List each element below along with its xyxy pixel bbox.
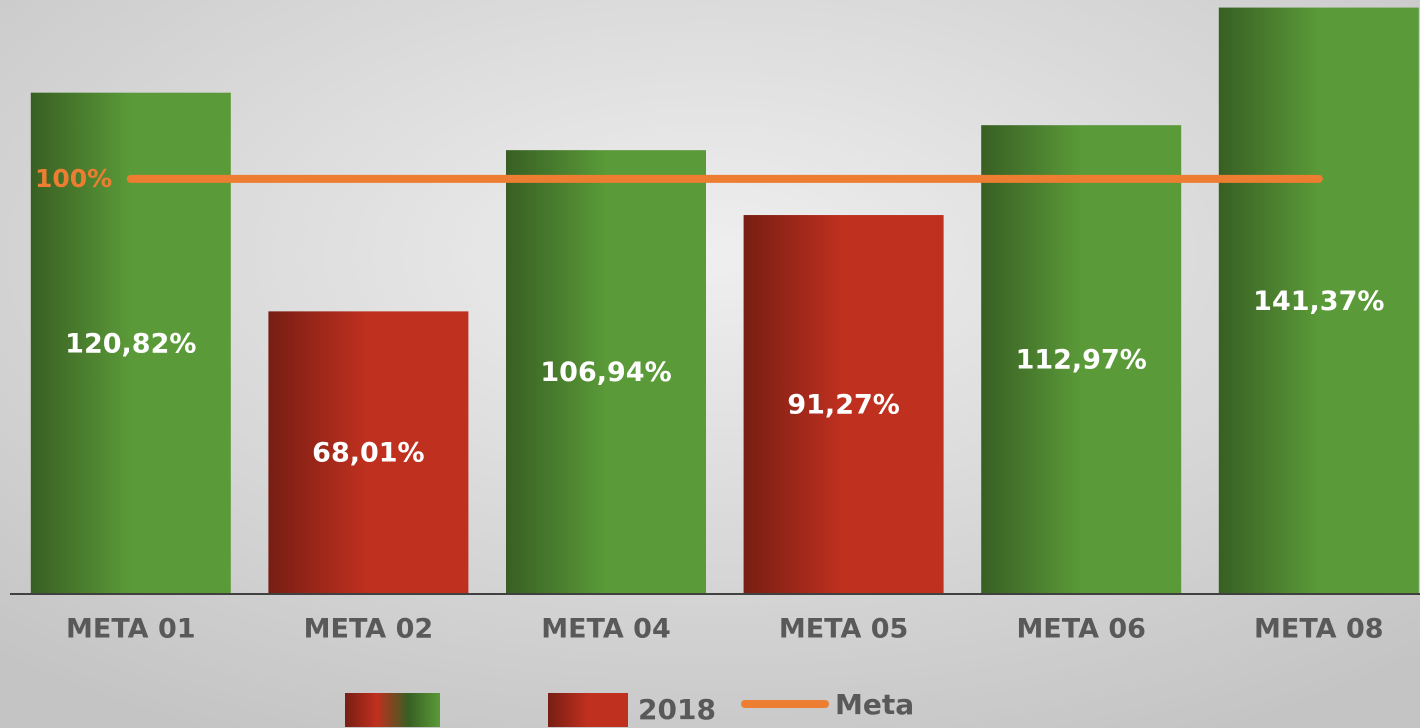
legend-swatch — [345, 693, 440, 727]
bar — [1218, 7, 1419, 594]
reference-label: 100% — [35, 164, 112, 193]
value-label: 120,82% — [65, 328, 196, 359]
legend-swatch — [548, 693, 628, 727]
value-label: 112,97% — [1016, 345, 1147, 376]
bar — [506, 150, 706, 593]
value-label: 91,27% — [787, 390, 899, 421]
x-tick-label: META 01 — [66, 614, 196, 645]
x-tick-label: META 04 — [541, 614, 671, 645]
x-tick-label: META 08 — [1254, 614, 1384, 645]
x-tick-label: META 02 — [304, 614, 434, 645]
x-tick-label: META 06 — [1016, 614, 1146, 645]
value-label: 141,37% — [1253, 286, 1384, 317]
legend-label: 2018 — [638, 693, 716, 726]
bar — [981, 125, 1182, 593]
x-tick-label: META 05 — [779, 614, 909, 645]
value-label: 106,94% — [540, 357, 671, 388]
legend-label: Meta — [835, 688, 914, 721]
bar — [268, 311, 469, 593]
value-label: 68,01% — [312, 438, 424, 469]
bar — [743, 215, 944, 593]
